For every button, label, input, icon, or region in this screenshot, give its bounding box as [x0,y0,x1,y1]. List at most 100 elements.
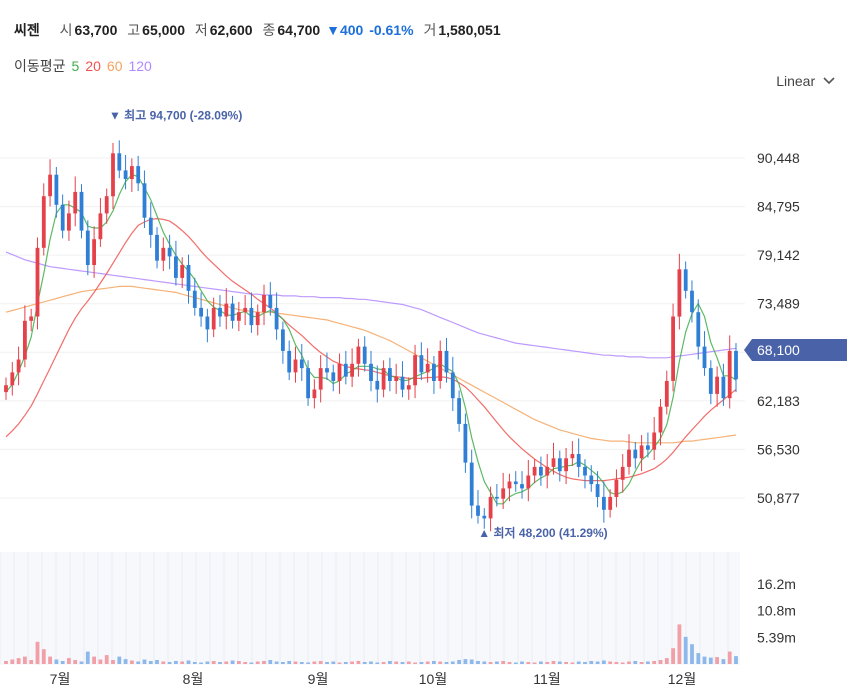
volume-bar [708,657,713,664]
candle-body [287,350,292,373]
volume-bar [551,661,556,664]
volume-bar [79,661,84,664]
volume-bar [312,661,317,664]
candle-body [696,312,701,347]
volume-bar [73,660,78,664]
volume-bar [205,661,210,664]
candle-body [539,466,543,476]
candle-body [205,316,210,330]
volume-bar [111,660,115,664]
candle-body [281,329,285,351]
volume-bar [199,662,203,664]
volume-bar [325,662,329,664]
volume-bar [683,636,688,664]
candle-body [274,307,279,330]
volume-bar [331,661,336,664]
volume-bar [557,661,562,664]
volume-bar [406,661,411,664]
candle-body [48,174,52,197]
volume-bar [104,655,109,664]
volume-bar [299,662,304,664]
volume-bar [482,661,487,664]
ma20-legend: 20 [85,58,101,74]
candle-body [633,449,638,459]
volume-bar [48,656,52,664]
candle-body [557,458,562,472]
volume-bar [381,662,386,664]
volume-bar [186,660,191,664]
high-value: 65,000 [142,22,185,38]
ma20-line [5,217,737,482]
volume-header: 거래량 1,580,051 [14,558,119,578]
volume-bar [123,659,128,664]
volume-bar [268,660,273,664]
volume-bar [664,658,669,664]
candle-body [652,432,657,450]
volume-bar [180,661,185,664]
volume-bar [224,661,229,664]
candle-body [715,376,719,394]
candle-body [262,295,266,313]
volume-bar [721,659,726,664]
candle-body [702,346,707,369]
volume-bar [727,651,732,664]
candle-body [155,234,159,261]
high-annotation: ▼ 최고 94,700 (-28.09%) [109,107,242,122]
candle-body [734,350,738,380]
volume-bar [388,661,392,664]
volume-bar [425,661,430,664]
moving-average-legend[interactable]: 이동평균 5 20 60 120 [14,56,158,76]
candle-body [620,466,625,480]
candle-body [627,449,631,467]
candle-body [230,303,235,321]
candle-body [457,398,461,424]
volume-bar [545,662,550,664]
chevron-down-icon [823,77,835,85]
volume-header-value: 1,580,051 [56,560,119,576]
candle-body [41,196,46,248]
candle-body [683,269,688,291]
candle-body [60,204,65,231]
volume-bar [394,661,399,664]
candle-body [54,174,59,205]
candle-body [444,350,449,373]
volume-bar [249,662,254,664]
y-tick-label: 84,795 [757,199,800,215]
volume-bar [243,662,248,664]
volume-bar [337,662,342,664]
volume-tick-label: 5.39m [757,629,796,645]
volume-bar [450,661,455,664]
volume-bar [136,661,141,664]
y-tick-label: 79,142 [757,247,800,263]
ma-legend-label: 이동평균 [14,58,66,74]
current-price-label: 68,100 [757,342,800,358]
candle-body [243,307,248,313]
candle-body [406,385,411,390]
low-value: 62,600 [209,22,253,38]
volume-bar [130,660,134,664]
y-tick-label: 73,489 [757,296,800,312]
volume-bar [255,661,260,664]
volume-bar [281,662,285,664]
volume-bar [10,659,15,664]
candle-body [595,484,600,497]
candle-body [639,445,644,459]
volume-value: 1,580,051 [438,22,501,38]
volume-bar [375,662,380,664]
volume-bar [608,661,613,664]
candle-body [545,466,550,476]
candle-body [4,385,8,393]
current-price-marker [744,339,847,362]
low-label: 저 [194,22,208,38]
candle-body [394,376,399,381]
y-tick-label: 62,183 [757,393,800,409]
volume-bar [602,660,606,664]
candle-body [318,368,323,390]
candle-body [482,515,487,519]
scale-selector[interactable]: Linear [776,73,835,89]
candle-body [369,363,373,381]
candle-body [255,312,260,326]
candle-body [708,368,713,394]
volume-bar [60,661,65,664]
